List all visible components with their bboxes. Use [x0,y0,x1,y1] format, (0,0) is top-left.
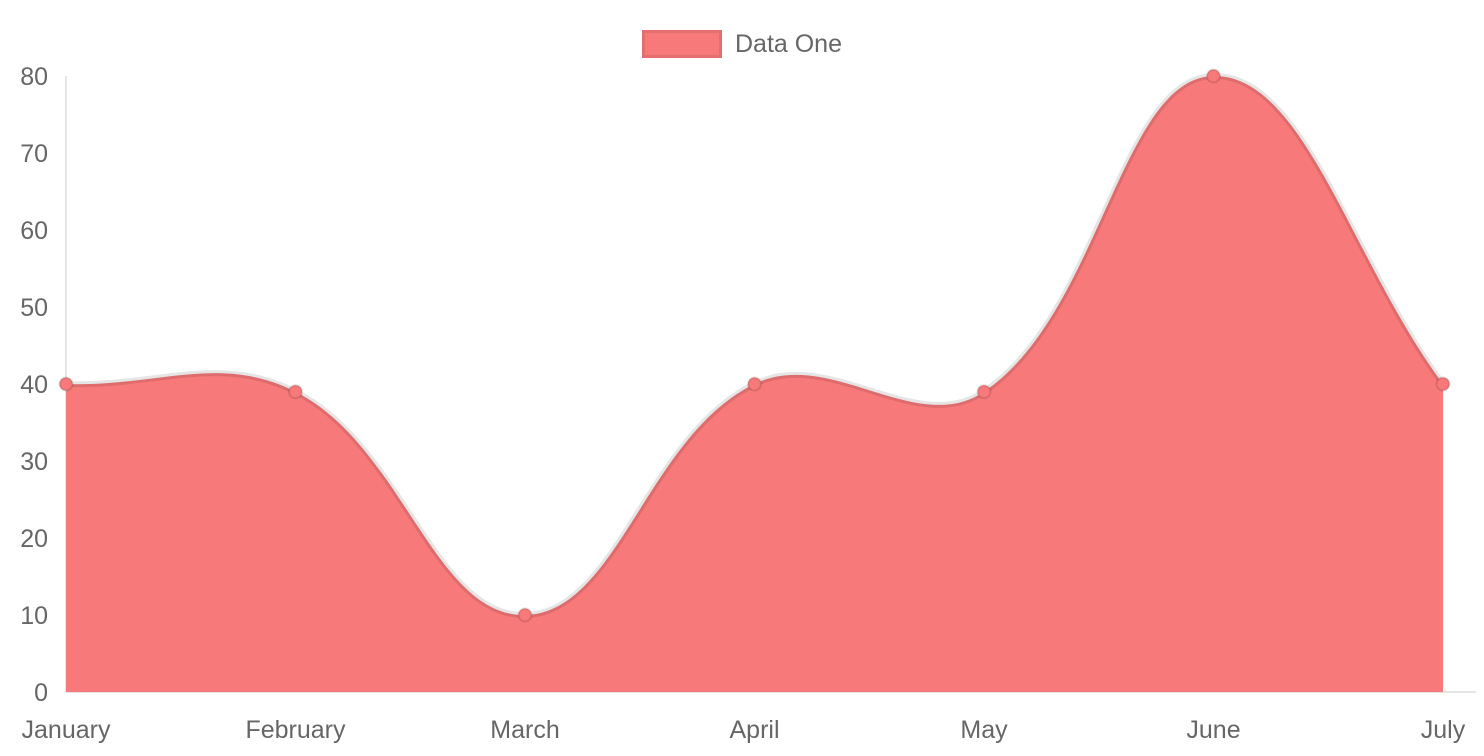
area-fill [66,75,1443,693]
y-axis-tick-label: 70 [20,140,48,168]
x-axis-tick-label: April [729,716,779,744]
y-axis-tick-label: 20 [20,525,48,553]
data-point-february[interactable] [288,384,303,400]
data-point-july[interactable] [1435,376,1451,392]
x-axis-tick-label: February [245,716,346,744]
legend-label: Data One [734,30,842,58]
legend-item-data-one[interactable]: Data One [641,30,842,58]
data-point-january[interactable] [58,376,74,392]
y-axis-tick-label: 60 [20,217,48,245]
data-point-may[interactable] [976,384,992,400]
x-axis-tick-label: March [490,716,559,744]
y-axis-tick-label: 0 [34,679,48,707]
legend: Data One [0,30,1484,58]
y-axis-tick-label: 80 [20,63,48,91]
x-axis-tick-label: July [1421,716,1466,744]
y-axis-tick-label: 30 [20,448,48,476]
y-axis-tick-label: 50 [20,294,48,322]
x-axis-tick-label: May [960,716,1008,744]
line-stroke [63,72,1446,619]
x-axis-tick-label: January [22,716,111,744]
data-point-april[interactable] [747,376,762,392]
legend-swatch [641,30,722,58]
y-axis-tick-label: 10 [20,602,48,630]
data-point-march[interactable] [517,607,533,623]
data-point-june[interactable] [1206,68,1221,84]
y-axis-tick-label: 40 [20,371,48,399]
x-axis-tick-label: June [1186,716,1240,744]
